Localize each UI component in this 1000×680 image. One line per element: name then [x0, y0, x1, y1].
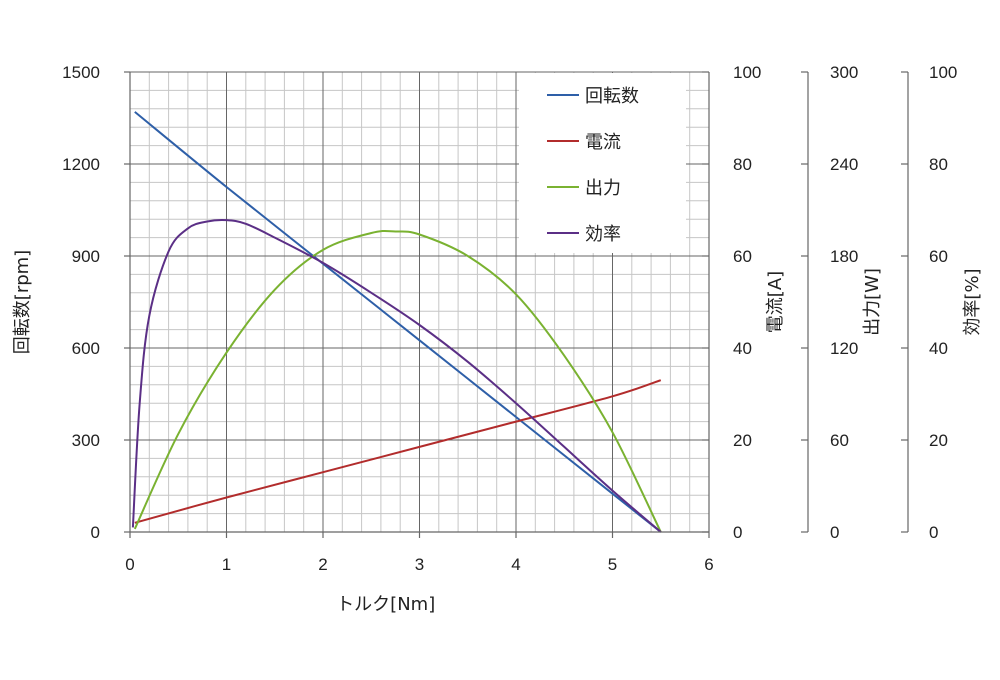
y-tick-label-rpm: 600	[72, 339, 100, 358]
series-line-efficiency	[131, 218, 662, 533]
y-tick-label-efficiency: 60	[929, 247, 948, 266]
y-tick-label-rpm: 0	[91, 523, 100, 542]
y-tick-label-efficiency: 40	[929, 339, 948, 358]
x-tick-label: 6	[704, 555, 713, 574]
series-lines	[131, 111, 662, 533]
y-tick-label-efficiency: 0	[929, 523, 938, 542]
legend-background	[519, 73, 686, 253]
series-line-current	[134, 379, 662, 524]
series-line-rpm	[134, 111, 662, 533]
x-tick-label: 2	[318, 555, 327, 574]
x-tick-label: 1	[222, 555, 231, 574]
x-axis-label: トルク[Nm]	[336, 594, 435, 615]
y-tick-label-efficiency: 100	[929, 63, 957, 82]
series-line-power	[133, 229, 662, 533]
axis-labels: トルク[Nm] 回転数[rpm] 電流[A] 出力[W] 効率[%]	[12, 250, 983, 615]
y-tick-label-power: 60	[830, 431, 849, 450]
legend-label: 出力	[585, 178, 621, 199]
y-tick-label-current: 40	[733, 339, 752, 358]
y-tick-label-current: 60	[733, 247, 752, 266]
y-tick-label-power: 300	[830, 63, 858, 82]
y-tick-label-rpm: 300	[72, 431, 100, 450]
y-axis-label-rpm: 回転数[rpm]	[12, 250, 33, 354]
tick-labels: 0 1 2 3 4 5 6030060090012001500020406080100060…	[62, 63, 957, 574]
y-tick-label-current: 20	[733, 431, 752, 450]
y-tick-label-rpm: 1200	[62, 155, 100, 174]
axes-lines	[124, 71, 909, 538]
y-tick-label-power: 240	[830, 155, 858, 174]
legend-label: 電流	[585, 132, 621, 153]
y-tick-label-rpm: 900	[72, 247, 100, 266]
y-tick-label-power: 120	[830, 339, 858, 358]
y-tick-label-current: 80	[733, 155, 752, 174]
y-axis-label-current: 電流[A]	[765, 271, 786, 333]
y-tick-label-efficiency: 80	[929, 155, 948, 174]
y-tick-label-rpm: 1500	[62, 63, 100, 82]
x-tick-label: 0	[125, 555, 134, 574]
y-tick-label-power: 180	[830, 247, 858, 266]
x-tick-label: 4	[511, 555, 520, 574]
y-tick-label-efficiency: 20	[929, 431, 948, 450]
y-axis-label-power: 出力[W]	[862, 268, 883, 336]
y-axis-label-efficiency: 効率[%]	[962, 268, 983, 335]
legend-label: 効率	[585, 224, 621, 245]
y-tick-label-current: 0	[733, 523, 742, 542]
y-tick-label-power: 0	[830, 523, 839, 542]
legend-label: 回転数	[585, 86, 639, 107]
x-tick-label: 3	[415, 555, 424, 574]
y-tick-label-current: 100	[733, 63, 761, 82]
x-tick-label: 5	[608, 555, 617, 574]
